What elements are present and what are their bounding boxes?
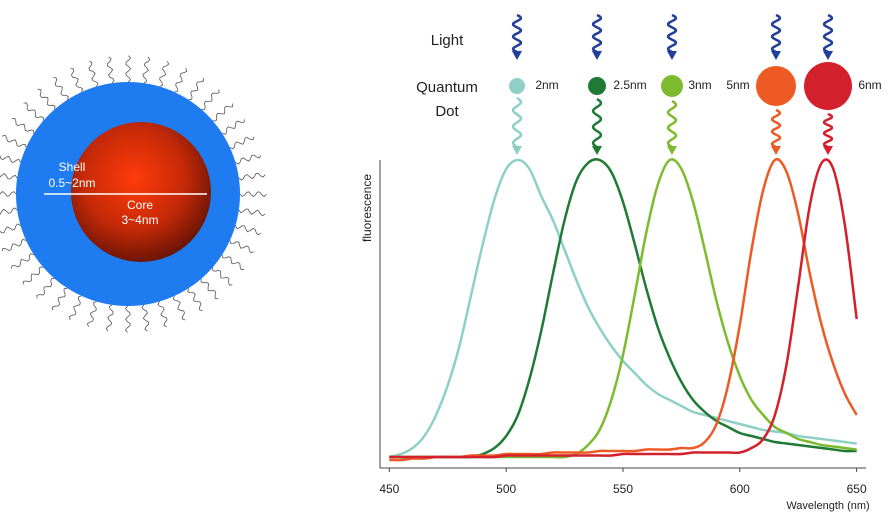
- dot-size-label: 2.5nm: [613, 78, 646, 92]
- ligand: [11, 254, 33, 269]
- ligand: [240, 192, 266, 197]
- ligand: [222, 119, 244, 134]
- ligand: [201, 279, 218, 299]
- light-arrow: [772, 15, 780, 52]
- ligand: [236, 226, 261, 235]
- emission-arrow: [668, 101, 676, 147]
- light-arrow-head: [592, 51, 602, 60]
- ligand: [236, 155, 261, 164]
- ligand: [38, 89, 55, 109]
- emission-arrow-head: [592, 146, 602, 155]
- ligand: [106, 305, 113, 331]
- y-axis-label: fluorescence: [360, 174, 374, 242]
- ligand: [173, 296, 185, 320]
- ligand: [201, 90, 219, 110]
- x-tick-label: 600: [730, 482, 750, 496]
- dot-size-label: 3nm: [688, 78, 711, 92]
- ligand: [12, 118, 34, 133]
- ligand: [189, 78, 204, 100]
- emission-arrow: [593, 99, 601, 147]
- core-label: Core: [127, 198, 153, 212]
- ligand: [0, 172, 17, 179]
- ligand: [107, 57, 114, 83]
- dot-size-label: 2nm: [535, 78, 558, 92]
- x-tick-label: 500: [496, 482, 516, 496]
- core-size: 3~4nm: [121, 213, 158, 227]
- dots: [509, 62, 852, 110]
- ligand: [37, 279, 55, 299]
- ligand: [239, 209, 265, 216]
- ligand: [239, 173, 265, 180]
- ligand: [71, 68, 83, 92]
- dot-size-label: 6nm: [858, 78, 881, 92]
- light-arrow-head: [667, 51, 677, 60]
- light-arrow: [824, 15, 832, 52]
- ligand: [0, 153, 21, 162]
- light-arrow-head: [512, 51, 522, 60]
- x-tick-label: 550: [613, 482, 633, 496]
- ligand: [0, 224, 20, 233]
- light-label: Light: [431, 32, 464, 49]
- core: [71, 122, 211, 262]
- ligand: [23, 267, 43, 284]
- ligand: [69, 296, 81, 320]
- ligand: [142, 305, 149, 331]
- emission-arrow-head: [667, 146, 677, 155]
- quantum-label: Quantum: [416, 79, 478, 96]
- ligand: [0, 192, 16, 197]
- ligand: [230, 137, 254, 149]
- shell-size: 0.5~2nm: [48, 176, 95, 190]
- shell-label: Shell: [59, 160, 86, 174]
- quantum-dot: [588, 77, 606, 95]
- x-tick-label: 650: [847, 482, 867, 496]
- light-arrow-head: [823, 51, 833, 60]
- quantum-dot: [509, 78, 525, 94]
- ligand: [87, 302, 96, 327]
- emission-arrow: [824, 114, 832, 147]
- spectrum-line: [389, 159, 856, 457]
- ligand: [143, 57, 150, 83]
- ligand: [158, 302, 167, 327]
- dot-label: Dot: [435, 103, 459, 120]
- light-arrow: [513, 15, 521, 52]
- emission-arrow: [772, 110, 780, 147]
- ligand: [230, 241, 254, 253]
- ligand: [2, 239, 26, 251]
- ligand: [213, 104, 233, 121]
- ligand: [24, 103, 44, 121]
- x-tick-label: 450: [379, 482, 399, 496]
- ligand: [175, 68, 187, 92]
- emission-arrow-head: [823, 146, 833, 155]
- quantum-dot: [661, 75, 683, 97]
- quantum-dot: [756, 66, 796, 106]
- emission-arrow-head: [771, 146, 781, 155]
- ligand: [52, 288, 67, 310]
- ligand: [126, 56, 131, 82]
- quantum-dot: [804, 62, 852, 110]
- ligand: [213, 267, 233, 285]
- ligand: [53, 77, 68, 99]
- light-arrow: [668, 15, 676, 52]
- emission-arrow-head: [512, 146, 522, 155]
- emission-arrow: [513, 98, 521, 147]
- ligand: [222, 255, 244, 270]
- x-axis-label: Wavelength (nm): [786, 500, 869, 512]
- light-arrow: [593, 15, 601, 52]
- figure: Shell 0.5~2nm Core 3~4nm Light Quantum D…: [0, 0, 889, 513]
- ligand: [188, 288, 203, 310]
- ligand: [0, 208, 17, 215]
- ligand: [89, 61, 98, 86]
- light-arrow-head: [771, 51, 781, 60]
- ligand: [126, 306, 131, 332]
- ligand: [160, 61, 169, 86]
- dot-size-label: 5nm: [726, 78, 749, 92]
- ligand: [2, 135, 26, 147]
